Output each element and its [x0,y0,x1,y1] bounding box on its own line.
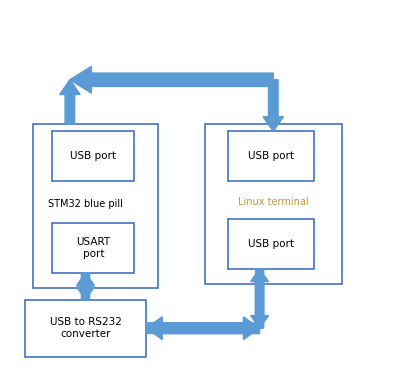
Bar [25,300,146,357]
FancyArrow shape [263,80,284,131]
FancyArrow shape [59,80,80,124]
FancyArrow shape [70,66,273,93]
FancyArrow shape [76,273,95,300]
Bar [52,131,134,181]
FancyArrow shape [146,317,260,340]
Text: STM32 blue pill: STM32 blue pill [48,199,123,209]
Bar [52,223,134,273]
Bar [33,124,158,288]
Text: Linux terminal: Linux terminal [238,197,309,207]
FancyArrow shape [251,269,268,328]
Text: USB port: USB port [248,239,294,249]
Bar [228,219,314,269]
Text: USART
port: USART port [76,237,110,259]
Text: USB port: USB port [248,151,294,161]
Bar [228,131,314,181]
Text: USB port: USB port [70,151,116,161]
FancyArrow shape [76,273,95,300]
Text: USB to RS232
converter: USB to RS232 converter [50,317,121,339]
FancyArrow shape [146,317,260,340]
Bar [205,124,342,284]
FancyArrow shape [251,269,268,328]
